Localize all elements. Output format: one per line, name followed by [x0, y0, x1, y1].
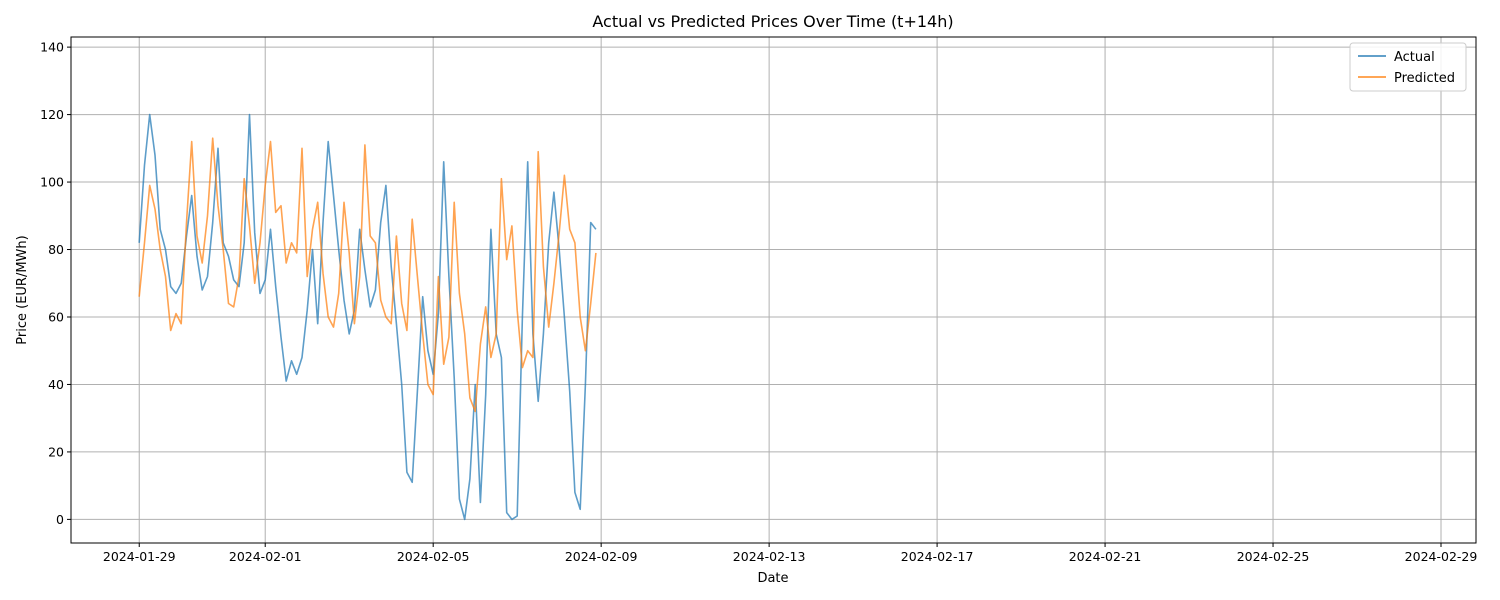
y-axis-label: Price (EUR/MWh) — [15, 235, 30, 344]
x-tick-label: 2024-02-13 — [733, 549, 806, 564]
y-tick-label: 60 — [48, 309, 64, 324]
x-tick-label: 2024-02-09 — [565, 549, 638, 564]
y-tick-label: 120 — [40, 107, 64, 122]
x-tick-label: 2024-02-17 — [901, 549, 974, 564]
x-tick-label: 2024-02-29 — [1405, 549, 1478, 564]
y-tick-label: 20 — [48, 444, 64, 459]
series-line-predicted — [138, 137, 597, 413]
plot-frame — [70, 36, 1477, 544]
x-tick-label: 2024-02-05 — [397, 549, 470, 564]
y-tick-label: 100 — [40, 175, 64, 190]
y-tick-label: 0 — [56, 512, 64, 527]
legend-label-predicted: Predicted — [1394, 71, 1455, 86]
x-tick-label: 2024-02-25 — [1237, 549, 1310, 564]
series-group — [138, 113, 597, 521]
tick-group: 0 20 40 60 80 100 120 140 2024-01-29 2024-02-01 20… — [40, 40, 1477, 564]
legend: Actual Predicted — [1349, 42, 1467, 92]
chart-title: Actual vs Predicted Prices Over Time (t+… — [592, 12, 953, 31]
x-axis-label: Date — [757, 571, 788, 586]
y-tick-label: 40 — [48, 377, 64, 392]
x-tick-label: 2024-02-01 — [229, 549, 302, 564]
y-tick-label: 80 — [48, 242, 64, 257]
grid — [71, 37, 1476, 543]
series-line-actual — [138, 113, 597, 521]
y-tick-label: 140 — [40, 40, 64, 55]
x-tick-label: 2024-02-21 — [1069, 549, 1142, 564]
legend-box — [1349, 42, 1467, 92]
x-tick-label: 2024-01-29 — [103, 549, 176, 564]
legend-label-actual: Actual — [1394, 50, 1435, 65]
